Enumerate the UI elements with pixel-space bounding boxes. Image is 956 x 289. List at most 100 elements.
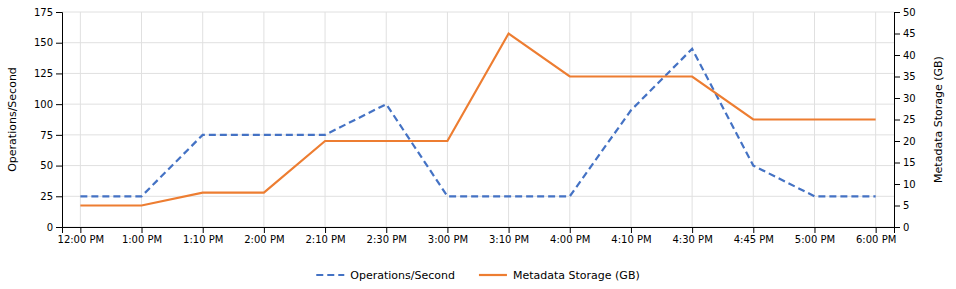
tick-label: 4:30 PM <box>672 234 712 245</box>
tick-label: 25 <box>903 114 916 125</box>
grid-line <box>325 12 326 227</box>
tick: 25 <box>894 114 916 125</box>
tick: 175 <box>34 7 62 18</box>
tick-mark <box>876 227 877 233</box>
tick-label: 12:00 PM <box>58 234 105 245</box>
tick-label: 125 <box>34 68 53 79</box>
legend-item: Metadata Storage (GB) <box>479 269 640 282</box>
tick-label: 25 <box>40 191 53 202</box>
tick-mark <box>894 98 900 99</box>
series-line <box>80 49 875 196</box>
tick-label: 4:10 PM <box>611 234 651 245</box>
tick-label: 1:10 PM <box>183 234 223 245</box>
tick-label: 30 <box>903 93 916 104</box>
tick: 45 <box>894 28 916 39</box>
tick-label: 2:00 PM <box>244 234 284 245</box>
tick-mark <box>692 227 693 233</box>
chart: 12:00 PM 1:00 PM 1:10 PM 2:00 PM 2:10 PM 2:30… <box>0 0 956 289</box>
plot: 12:00 PM 1:00 PM 1:10 PM 2:00 PM 2:10 PM 2:30… <box>34 7 916 245</box>
tick-mark <box>570 227 571 233</box>
tick-label: 1:00 PM <box>122 234 162 245</box>
tick-mark <box>447 227 448 233</box>
tick: 100 <box>34 99 62 110</box>
tick: 6:00 PM <box>856 227 896 245</box>
tick: 2:10 PM <box>305 227 345 245</box>
grid-line <box>447 12 448 227</box>
tick: 40 <box>894 50 916 61</box>
y2-axis-title: Metadata Storage (GB) <box>932 56 945 183</box>
grid-line <box>386 12 387 227</box>
tick-mark <box>56 227 62 228</box>
tick-label: 2:10 PM <box>305 234 345 245</box>
tick-mark <box>894 184 900 185</box>
grid-line <box>202 12 203 227</box>
tick: 150 <box>34 37 62 48</box>
tick: 15 <box>894 157 916 168</box>
tick: 75 <box>40 130 62 141</box>
tick: 1:00 PM <box>122 227 162 245</box>
tick-label: 3:10 PM <box>489 234 529 245</box>
tick-mark <box>509 227 510 233</box>
tick-mark <box>894 163 900 164</box>
grid-line <box>692 12 693 227</box>
tick-label: 75 <box>40 130 53 141</box>
tick: 20 <box>894 136 916 147</box>
tick-label: 3:00 PM <box>428 234 468 245</box>
tick: 4:45 PM <box>734 227 774 245</box>
tick-label: 50 <box>40 160 53 171</box>
tick-mark <box>894 141 900 142</box>
grid-line <box>62 73 894 74</box>
grid-line <box>263 12 264 227</box>
axis-line <box>63 228 895 234</box>
tick-mark <box>56 166 62 167</box>
tick: 5 <box>894 200 909 211</box>
tick-mark <box>386 227 387 233</box>
tick-label: 40 <box>903 50 916 61</box>
grid <box>62 12 894 227</box>
tick-label: 4:45 PM <box>734 234 774 245</box>
legend-swatch <box>316 274 344 276</box>
tick-label: 35 <box>903 71 916 82</box>
tick: 10 <box>894 179 916 190</box>
tick-mark <box>894 206 900 207</box>
tick: 2:00 PM <box>244 227 284 245</box>
legend-item: Operations/Second <box>316 269 455 282</box>
tick: 30 <box>894 93 916 104</box>
tick-label: 0 <box>47 222 53 233</box>
tick: 125 <box>34 68 62 79</box>
tick-mark <box>894 12 900 13</box>
tick-mark <box>894 34 900 35</box>
tick-label: 150 <box>34 37 53 48</box>
tick-mark <box>814 227 815 233</box>
tick-mark <box>894 120 900 121</box>
grid-line <box>141 12 142 227</box>
series-line <box>80 34 875 206</box>
grid-line <box>62 12 894 13</box>
axis-line <box>895 13 901 228</box>
tick: 4:10 PM <box>611 227 651 245</box>
grid-line <box>62 104 894 105</box>
tick-label: 15 <box>903 157 916 168</box>
tick-mark <box>753 227 754 233</box>
y-axis-title: Operations/Second <box>6 67 19 172</box>
tick-mark <box>894 55 900 56</box>
tick-mark <box>894 77 900 78</box>
tick-mark <box>56 196 62 197</box>
x-axis: 12:00 PM 1:00 PM 1:10 PM 2:00 PM 2:10 PM 2:30… <box>58 227 897 245</box>
tick: 3:00 PM <box>428 227 468 245</box>
tick-label: 6:00 PM <box>856 234 896 245</box>
tick: 4:30 PM <box>672 227 712 245</box>
legend-label: Metadata Storage (GB) <box>513 269 640 282</box>
grid-line <box>508 12 509 227</box>
tick-mark <box>56 43 62 44</box>
tick: 50 <box>894 7 916 18</box>
tick-label: 5 <box>903 200 909 211</box>
tick-label: 10 <box>903 179 916 190</box>
tick-mark <box>264 227 265 233</box>
tick-label: 100 <box>34 99 53 110</box>
legend-label: Operations/Second <box>350 269 455 282</box>
tick-label: 2:30 PM <box>367 234 407 245</box>
tick: 5:00 PM <box>795 227 835 245</box>
tick-label: 50 <box>903 7 916 18</box>
grid-line <box>62 134 894 135</box>
